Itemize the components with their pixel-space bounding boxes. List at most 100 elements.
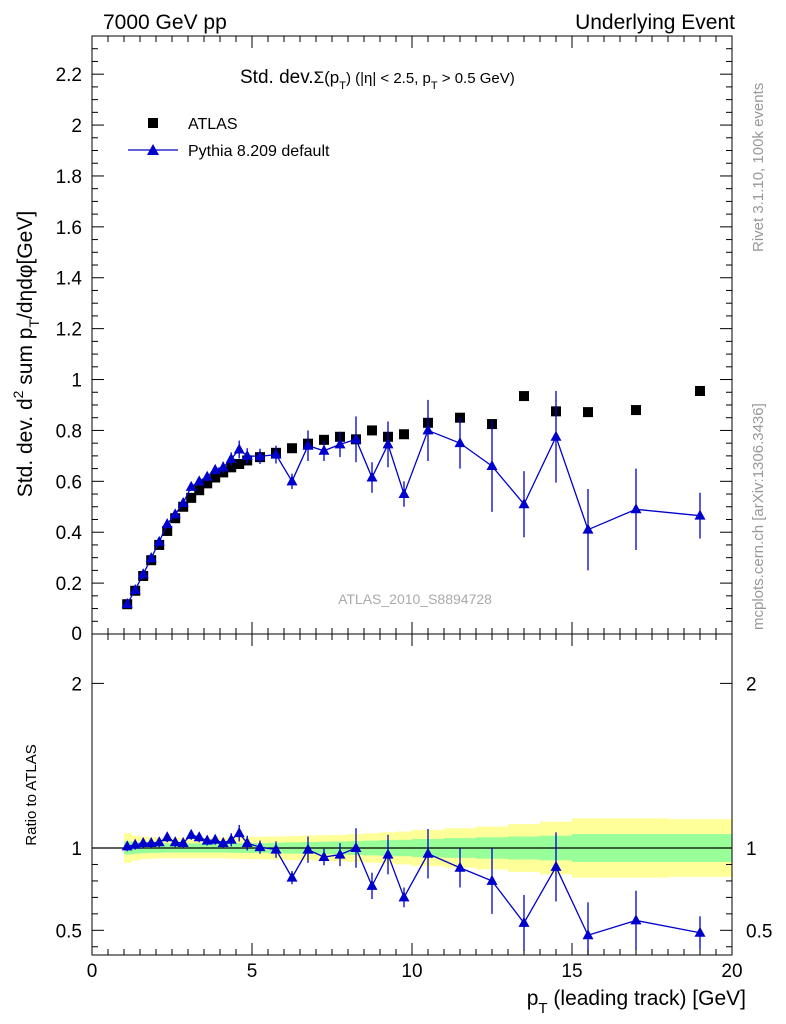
ratio-point <box>694 926 706 937</box>
ratio-point <box>185 828 197 839</box>
x-tick-label: 15 <box>561 961 582 982</box>
atlas-point <box>519 391 529 402</box>
pythia-point <box>137 568 149 579</box>
ratio-point <box>334 848 346 859</box>
ratio-point <box>366 879 378 890</box>
ratio-point <box>233 827 245 838</box>
ratio-point <box>177 837 189 848</box>
ratio-point <box>145 837 157 848</box>
x-label-rest: (leading track) [GeV] <box>548 987 746 1010</box>
ratio-point <box>382 848 394 859</box>
y-tick-label: 1.8 <box>56 167 82 188</box>
pythia-point <box>454 437 466 448</box>
legend-pythia-label: Pythia 8.209 default <box>188 143 330 160</box>
ratio-point <box>137 837 149 848</box>
ratio-tick-label-right: 2 <box>746 674 757 695</box>
title-end: > 0.5 GeV) <box>438 70 515 87</box>
title-sigma-sub: T <box>339 80 346 92</box>
y-tick-label: 0.8 <box>56 421 82 442</box>
y-tick-label: 2 <box>71 116 82 137</box>
ratio-point <box>217 837 229 848</box>
ratio-point <box>153 836 165 847</box>
pythia-point <box>270 448 282 459</box>
ratio-point <box>550 860 562 871</box>
pythia-point <box>161 518 173 529</box>
pythia-point <box>201 470 213 481</box>
pythia-point <box>153 535 165 546</box>
atlas-point <box>319 434 329 445</box>
ratio-point <box>350 842 362 852</box>
ratio-tick-label-left: 1 <box>71 839 82 860</box>
y-axis-label: Std. dev. d2 sum pT/dηdφ[GeV] <box>10 211 42 497</box>
ratio-point <box>398 891 410 902</box>
y-tick-label: 1.2 <box>56 320 82 341</box>
atlas-point <box>287 443 297 454</box>
title-mid-sub: T <box>431 80 438 92</box>
legend: ATLAS Pythia 8.209 default <box>128 116 330 160</box>
y-tick-label: 0.6 <box>56 472 82 493</box>
ratio-point <box>225 833 237 844</box>
atlas-point <box>399 429 409 440</box>
atlas-point <box>631 405 641 416</box>
atlas-point <box>583 407 593 418</box>
ratio-point <box>169 836 181 847</box>
y-tick-label: 1.4 <box>56 269 83 290</box>
pythia-point <box>209 463 221 474</box>
ratio-point <box>318 851 330 862</box>
atlas-point <box>234 459 245 470</box>
ratio-point <box>209 833 221 844</box>
pythia-point <box>185 480 197 491</box>
ratio-tick-label-right: 0.5 <box>746 921 772 942</box>
pythia-point <box>302 439 314 450</box>
title-mid: ) (|η| < 2.5, p <box>346 70 431 87</box>
pythia-point <box>233 443 245 454</box>
rivet-version-label: Rivet 3.1.10, 100k events <box>750 83 767 252</box>
ratio-tick-label-left: 0.5 <box>56 921 82 942</box>
pythia-point <box>350 433 362 444</box>
ratio-point <box>161 831 173 842</box>
atlas-point <box>202 478 213 489</box>
y-label-part2: sum p <box>14 328 37 391</box>
pythia-line <box>126 429 701 605</box>
ratio-point <box>286 871 298 882</box>
atlas-point <box>695 385 705 396</box>
ratio-point <box>422 847 434 858</box>
y-label-part3: /dηdφ[GeV] <box>14 211 37 319</box>
pythia-point <box>366 471 378 482</box>
ratio-point <box>129 838 141 849</box>
y-tick-label: 0.4 <box>56 523 83 544</box>
legend-pythia-marker <box>147 144 159 155</box>
main-panel-data <box>121 385 706 610</box>
ratio-point <box>201 834 213 845</box>
ratio-point <box>454 861 466 872</box>
title-sigma: Σ(p <box>314 68 340 87</box>
x-tick-label: 20 <box>721 961 742 982</box>
title-prefix: Std. dev. <box>240 67 314 88</box>
pythia-point <box>694 509 706 520</box>
ratio-uncertainty-bands <box>92 818 732 878</box>
ratio-tick-label-left: 2 <box>71 674 82 695</box>
ratio-point <box>582 929 594 940</box>
ratio-y-label: Ratio to ATLAS <box>23 744 40 845</box>
ratio-point <box>518 916 530 927</box>
pythia-point <box>254 450 266 461</box>
x-tick-label: 5 <box>247 961 258 982</box>
axes: 0 5 10 15 20 0 0.2 0.4 0.6 0.8 1 1.2 1.4 1.6 1.8 2 2.2 0.… <box>56 35 772 982</box>
atlas-point <box>194 485 205 496</box>
x-label-sub: T <box>538 1000 547 1017</box>
ratio-point <box>302 843 314 854</box>
pythia-point <box>630 503 642 514</box>
ratio-point <box>254 841 266 852</box>
ratio-point <box>121 840 133 851</box>
x-tick-label: 0 <box>87 961 98 982</box>
atlas-point <box>210 472 221 483</box>
ratio-point <box>486 874 498 885</box>
ratio-point <box>241 837 253 848</box>
header-right: Underlying Event <box>575 11 735 34</box>
plot-title: Std. dev.Σ(pT) (|η| < 2.5, pT > 0.5 GeV) <box>240 67 515 92</box>
x-tick-label: 10 <box>401 961 422 982</box>
ratio-tick-label-right: 1 <box>746 839 757 860</box>
ratio-panel-data <box>121 824 706 955</box>
pythia-point <box>518 498 530 509</box>
